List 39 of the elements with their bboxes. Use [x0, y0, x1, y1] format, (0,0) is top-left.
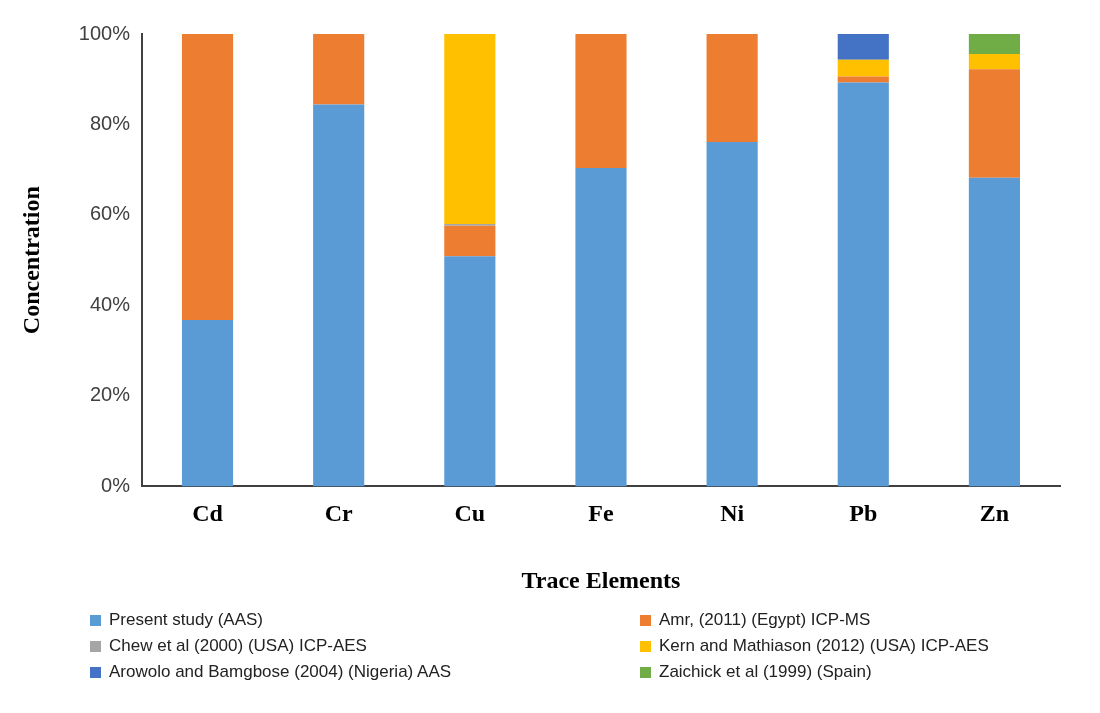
y-tick-label: 100%: [78, 21, 131, 44]
y-axis-title: Concentration: [17, 186, 44, 335]
bar: [313, 104, 365, 487]
legend-label: Kern and Mathiason (2012) (USA) ICP-AES: [659, 636, 989, 656]
x-tick-label: Cd: [192, 500, 224, 526]
bar: [837, 82, 889, 487]
bar: [837, 34, 889, 60]
bar: [313, 34, 365, 105]
x-tick-label: Pb: [849, 500, 878, 526]
bar: [706, 34, 758, 143]
y-tick-label: 80%: [89, 112, 131, 134]
bar: [968, 177, 1020, 487]
y-tick-label: 60%: [89, 202, 131, 225]
bar: [181, 319, 234, 487]
bar: [444, 34, 496, 225]
bar: [706, 142, 758, 487]
bar: [968, 34, 1020, 54]
x-tick-label: Cr: [324, 500, 354, 526]
legend-label: Zaichick et al (1999) (Spain): [659, 662, 872, 682]
bar: [968, 53, 1020, 70]
y-tick-label: 20%: [89, 383, 131, 406]
bar: [444, 256, 496, 487]
legend-label: Chew et al (2000) (USA) ICP-AES: [109, 636, 367, 656]
legend-label: Arowolo and Bamgbose (2004) (Nigeria) AAS: [109, 662, 452, 682]
x-axis-title: Trace Elements: [521, 566, 681, 593]
y-tick-label: 40%: [89, 292, 131, 315]
x-tick-label: Fe: [588, 500, 614, 526]
legend-label: Amr, (2011) (Egypt) ICP-MS: [659, 610, 871, 630]
bar: [575, 34, 627, 168]
bar: [181, 34, 234, 320]
bar: [575, 167, 627, 487]
x-tick-label: Zn: [979, 500, 1010, 526]
y-tick-label: 0%: [101, 473, 131, 496]
bar: [837, 59, 889, 77]
bar: [444, 225, 496, 257]
x-tick-label: Cu: [454, 500, 486, 526]
x-tick-label: Ni: [720, 500, 745, 526]
legend-label: Present study (AAS): [109, 610, 264, 630]
bar: [968, 69, 1020, 178]
